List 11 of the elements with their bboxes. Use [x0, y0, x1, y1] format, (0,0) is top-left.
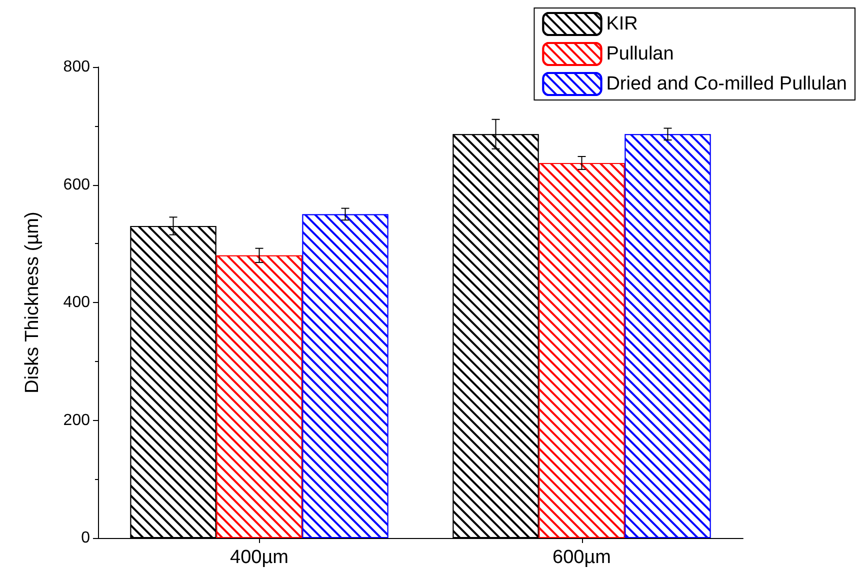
y-tick-label: 400 [63, 294, 90, 311]
y-tick-label: 600 [63, 176, 90, 194]
x-tick-label: 600µm [552, 547, 611, 568]
y-tick-label: 800 [63, 58, 90, 76]
y-axis-title: Disks Thickness (µm) [22, 212, 43, 394]
y-tick-label: 200 [63, 412, 90, 429]
legend-label: Dried and Co-milled Pullulan [606, 74, 848, 94]
legend-label: KIR [606, 14, 638, 34]
x-tick-label: 400µm [230, 547, 288, 568]
legend-label: Pullulan [606, 44, 674, 64]
y-tick-label: 0 [81, 530, 90, 546]
